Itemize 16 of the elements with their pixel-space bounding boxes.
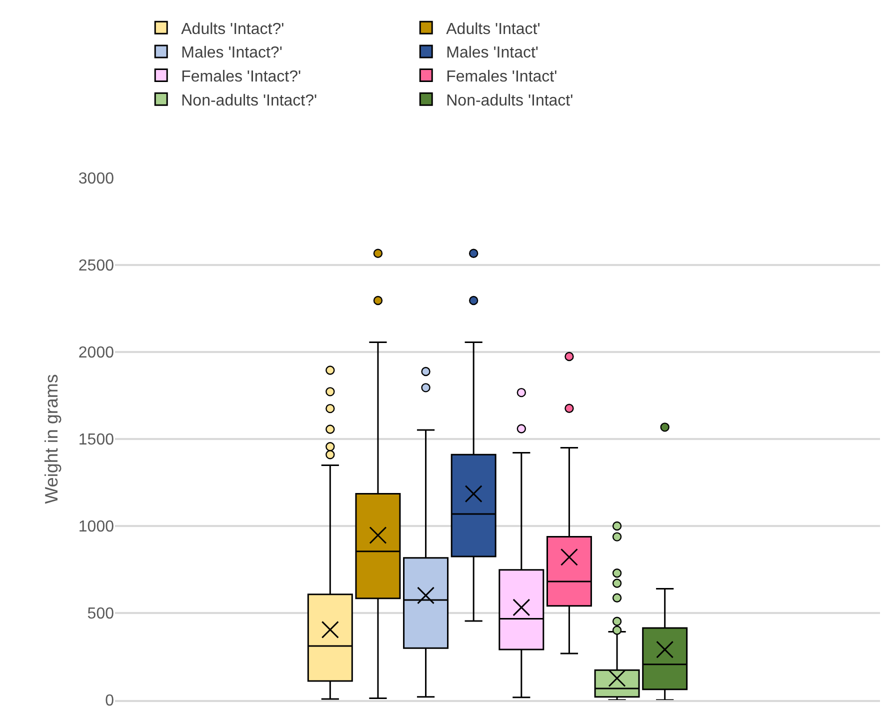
y-axis-title: Weight in grams [42,374,62,504]
y-tick-label: 1500 [78,432,114,449]
y-tick-label: 0 [105,692,114,710]
y-tick-label: 500 [87,606,114,623]
y-tick-label: 1000 [78,518,114,536]
legend-label: Males 'Intact?' [181,44,282,62]
legend-label: Adults 'Intact' [446,20,540,38]
legend-label: Adults 'Intact?' [181,20,284,38]
legend-label: Females 'Intact' [446,68,558,86]
legend-label: Males 'Intact' [446,44,538,62]
legend-label: Non-adults 'Intact?' [181,92,318,110]
legend-label: Females 'Intact?' [181,68,302,86]
legend-label: Non-adults 'Intact' [446,92,574,110]
y-tick-label: 2000 [78,344,114,362]
y-tick-label: 3000 [78,170,114,188]
y-tick-label: 2500 [78,258,114,275]
